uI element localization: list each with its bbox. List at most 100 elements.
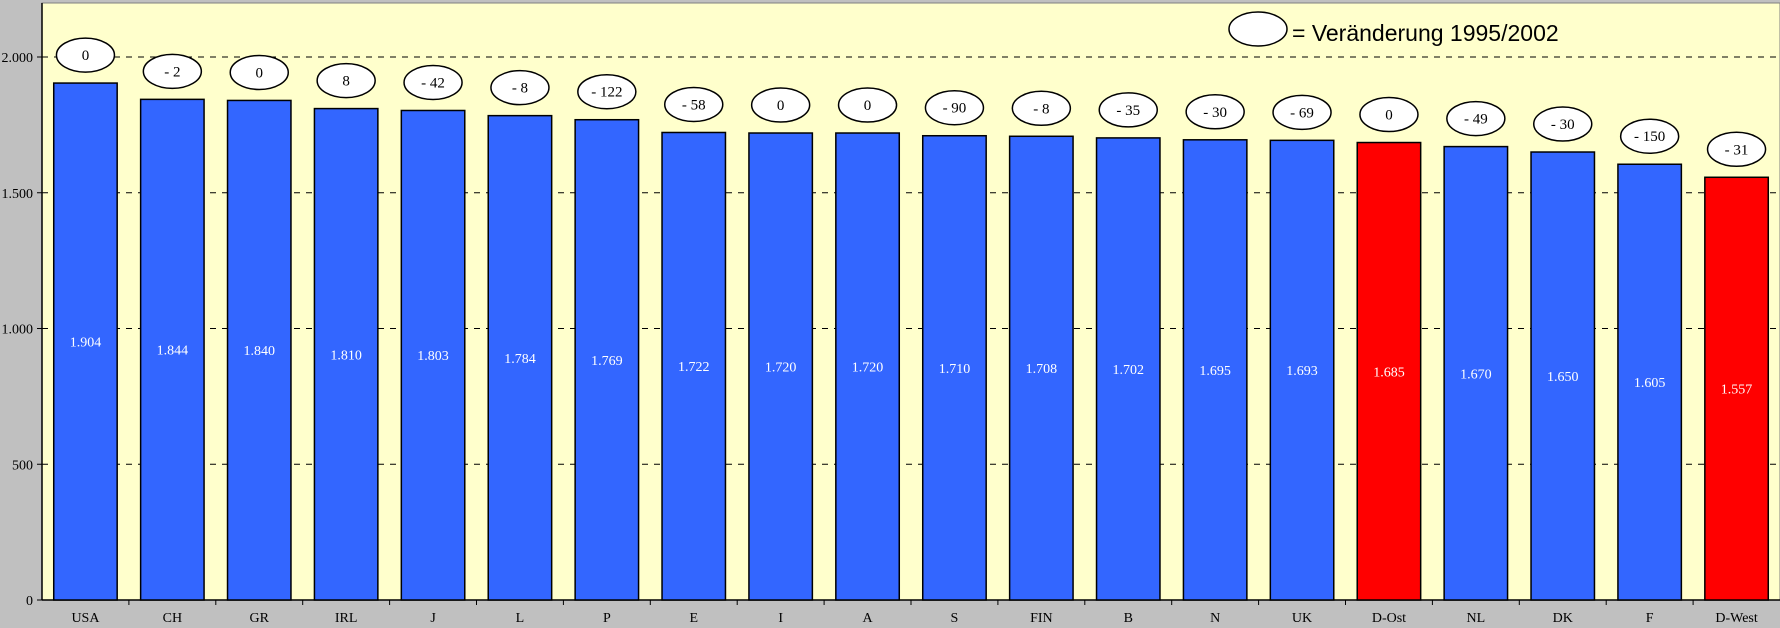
change-ellipse-icon <box>750 87 811 123</box>
change-label: - 8 <box>1033 101 1049 117</box>
change-label: - 69 <box>1290 105 1314 121</box>
change-label: - 30 <box>1551 117 1575 133</box>
change-label: 0 <box>777 98 785 114</box>
plot-area <box>41 2 1780 601</box>
change-ellipse-icon <box>403 64 463 101</box>
change-ellipse-icon <box>1185 94 1245 130</box>
bar-d-ost <box>1356 141 1422 601</box>
bar-value-label: 1.695 <box>1199 364 1231 379</box>
x-category-label: GR <box>250 611 270 626</box>
bar-s <box>921 134 987 601</box>
legend-ellipse-icon <box>1228 11 1288 47</box>
bar-value-label: 1.670 <box>1460 367 1492 382</box>
change-label: 0 <box>256 65 264 81</box>
y-tick-label: 2.000 <box>2 51 34 66</box>
bar-j <box>400 109 466 601</box>
bar-e <box>661 131 727 601</box>
bar-fin <box>1008 135 1074 601</box>
x-category-label: L <box>516 611 525 626</box>
change-ellipse-icon <box>1706 131 1767 168</box>
change-label: - 90 <box>943 101 967 117</box>
bar-value-label: 1.708 <box>1026 362 1058 377</box>
bar-value-label: 1.840 <box>244 344 276 359</box>
bar-f <box>1617 163 1683 601</box>
bar-ch <box>139 98 205 601</box>
change-ellipse-icon <box>1359 96 1419 133</box>
x-category-label: USA <box>71 611 100 626</box>
x-category-label: D-Ost <box>1372 611 1406 626</box>
change-label: - 49 <box>1464 112 1488 128</box>
change-ellipse-icon <box>142 53 203 90</box>
bar-value-label: 1.650 <box>1547 370 1579 385</box>
y-tick-label: 0 <box>26 594 33 609</box>
bar-value-label: 1.844 <box>157 344 189 359</box>
change-label: 8 <box>342 74 350 90</box>
change-label: - 58 <box>682 97 706 113</box>
bar-value-label: 1.685 <box>1373 365 1405 380</box>
x-category-label: DK <box>1553 611 1573 626</box>
x-category-label: J <box>430 611 436 626</box>
bar-value-label: 1.803 <box>417 349 449 364</box>
bar-b <box>1095 137 1161 601</box>
x-category-label: UK <box>1292 611 1312 626</box>
change-ellipse-icon <box>664 86 724 123</box>
x-category-label: F <box>1646 611 1654 626</box>
change-ellipse-icon <box>1619 118 1680 154</box>
x-category-label: E <box>689 611 698 626</box>
bar-irl <box>313 107 379 601</box>
change-label: 0 <box>864 98 872 114</box>
change-label: 0 <box>82 48 90 64</box>
bar-usa <box>52 82 118 601</box>
x-category-label: S <box>951 611 959 626</box>
change-label: 0 <box>1385 108 1393 124</box>
bar-value-label: 1.769 <box>591 354 623 369</box>
x-category-label: N <box>1210 611 1220 626</box>
legend-text: = Veränderung 1995/2002 <box>1292 20 1559 46</box>
bar-value-label: 1.710 <box>939 362 971 377</box>
bar-uk <box>1269 139 1335 601</box>
y-tick-label: 1.000 <box>2 323 34 338</box>
bar-value-label: 1.693 <box>1286 364 1318 379</box>
bar-l <box>487 114 553 601</box>
y-tick-label: 1.500 <box>2 187 34 202</box>
bar-i <box>748 132 814 601</box>
bar-n <box>1182 139 1248 601</box>
bar-value-label: 1.720 <box>765 361 797 376</box>
x-category-label: I <box>778 611 783 626</box>
change-ellipse-icon <box>837 87 898 123</box>
change-label: - 35 <box>1116 103 1140 119</box>
bar-value-label: 1.904 <box>70 336 102 351</box>
bar-gr <box>226 99 292 601</box>
change-label: - 150 <box>1634 129 1665 145</box>
change-ellipse-icon <box>55 37 116 73</box>
bar-value-label: 1.722 <box>678 360 710 375</box>
change-ellipse-icon <box>1533 106 1593 142</box>
x-category-label: IRL <box>335 611 358 626</box>
x-category-label: B <box>1124 611 1133 626</box>
change-ellipse-icon <box>316 62 376 99</box>
change-ellipse-icon <box>1272 94 1332 131</box>
change-label: - 31 <box>1725 142 1749 158</box>
change-ellipse-icon <box>577 73 637 110</box>
bar-value-label: 1.605 <box>1634 376 1666 391</box>
bar-value-label: 1.702 <box>1113 363 1145 378</box>
x-category-label: NL <box>1467 611 1486 626</box>
change-ellipse-icon <box>1098 92 1158 128</box>
change-label: - 122 <box>591 85 622 101</box>
change-ellipse-icon <box>924 89 985 126</box>
change-ellipse-icon <box>1446 100 1506 137</box>
change-label: - 30 <box>1203 105 1227 121</box>
change-ellipse-icon <box>229 54 289 91</box>
change-ellipse-icon <box>1011 90 1072 127</box>
bar-value-label: 1.557 <box>1721 383 1753 398</box>
change-label: - 2 <box>164 64 180 80</box>
bar-a <box>835 132 901 601</box>
bar-value-label: 1.784 <box>504 352 536 367</box>
change-ellipse-icon <box>490 69 550 106</box>
bar-value-label: 1.720 <box>852 361 884 376</box>
bars: 1.904 0 USA 1.844 - 2 CH 1.840 0 GR 1.810 8 IRL 1.80… <box>52 37 1770 626</box>
x-category-label: FIN <box>1030 611 1053 626</box>
change-label: - 8 <box>512 81 528 97</box>
y-tick-label: 500 <box>12 458 33 473</box>
x-category-label: P <box>603 611 611 626</box>
